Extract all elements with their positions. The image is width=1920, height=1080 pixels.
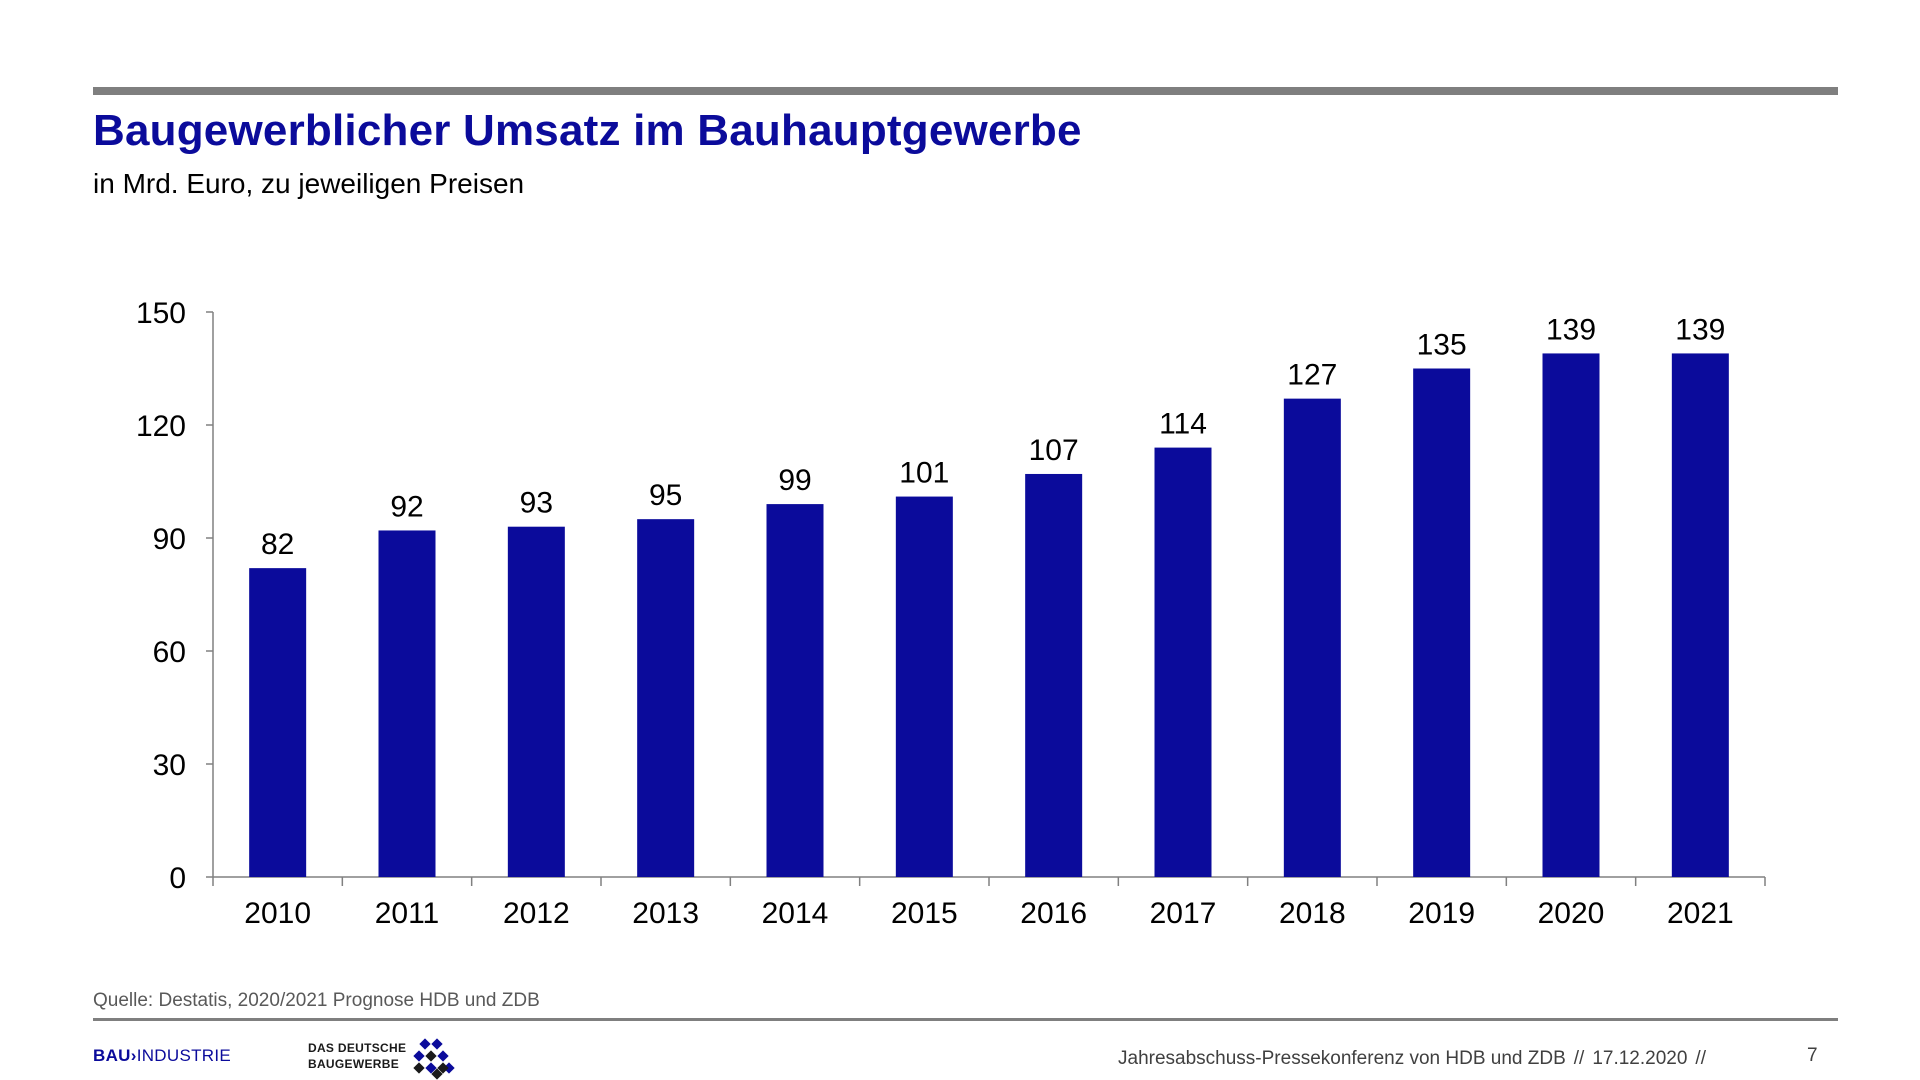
bar-2021 (1671, 353, 1729, 877)
bar-2010 (249, 568, 307, 877)
x-tick-label: 2013 (632, 897, 699, 930)
y-tick-label: 120 (136, 410, 186, 443)
top-divider (93, 87, 1838, 95)
x-tick-label: 2012 (503, 897, 570, 930)
zdb-cube-icon (413, 1038, 455, 1080)
x-tick-label: 2015 (891, 897, 958, 930)
data-label-2016: 107 (1029, 434, 1079, 467)
x-tick-label: 2019 (1408, 897, 1475, 930)
x-tick-label: 2016 (1020, 897, 1087, 930)
bar-2017 (1154, 447, 1212, 877)
x-tick-label: 2011 (375, 897, 440, 930)
bar-2015 (895, 496, 953, 877)
bar-2014 (766, 504, 824, 877)
source-note: Quelle: Destatis, 2020/2021 Prognose HDB… (93, 990, 540, 1011)
y-tick-label: 150 (136, 297, 186, 330)
y-tick-label: 0 (169, 862, 186, 895)
data-label-2019: 135 (1417, 329, 1467, 362)
data-label-2020: 139 (1546, 313, 1596, 346)
slide-title: Baugewerblicher Umsatz im Bauhauptgewerb… (93, 106, 1082, 155)
bauindustrie-logo: BAU›INDUSTRIE (93, 1046, 232, 1065)
zdb-logo: DAS DEUTSCHE BAUGEWERBE (308, 1038, 468, 1080)
data-label-2012: 93 (520, 487, 553, 520)
data-label-2014: 99 (778, 464, 811, 497)
data-label-2010: 82 (261, 528, 294, 561)
bar-2013 (637, 519, 695, 877)
data-label-2011: 92 (390, 490, 423, 523)
bar-2019 (1413, 368, 1471, 877)
footer-caption: Jahresabschuss-Pressekonferenz von HDB u… (1118, 1048, 1706, 1069)
bar-2018 (1283, 398, 1341, 877)
data-label-2015: 101 (899, 457, 949, 490)
slide-subtitle: in Mrd. Euro, zu jeweiligen Preisen (93, 168, 525, 199)
y-tick-label: 30 (153, 749, 186, 782)
y-tick-label: 60 (153, 636, 186, 669)
y-axis: 0 30 60 90 120 150 (136, 297, 214, 895)
x-tick-label: 2014 (762, 897, 829, 930)
data-label-2021: 139 (1675, 313, 1725, 346)
x-tick-label: 2018 (1279, 897, 1346, 930)
x-tick-label: 2021 (1667, 897, 1734, 930)
x-axis: 2010 2011 2012 2013 2014 2015 2016 2017 2018 2019… (212, 876, 1766, 930)
x-tick-label: 2017 (1150, 897, 1217, 930)
data-label-2018: 127 (1287, 359, 1337, 392)
data-labels: 82 92 93 95 99 101 107 114 127 135 139 139 (261, 313, 1725, 561)
bar-2016 (1025, 473, 1083, 877)
data-label-2013: 95 (649, 479, 682, 512)
y-tick-label: 90 (153, 523, 186, 556)
bar-2020 (1542, 353, 1600, 877)
bar-2012 (507, 526, 565, 877)
page-number: 7 (1807, 1045, 1818, 1066)
bottom-divider (93, 1018, 1838, 1021)
x-tick-label: 2020 (1538, 897, 1605, 930)
bar-series (249, 353, 1729, 877)
bar-2011 (378, 530, 436, 877)
x-tick-label: 2010 (244, 897, 311, 930)
data-label-2017: 114 (1159, 408, 1207, 441)
